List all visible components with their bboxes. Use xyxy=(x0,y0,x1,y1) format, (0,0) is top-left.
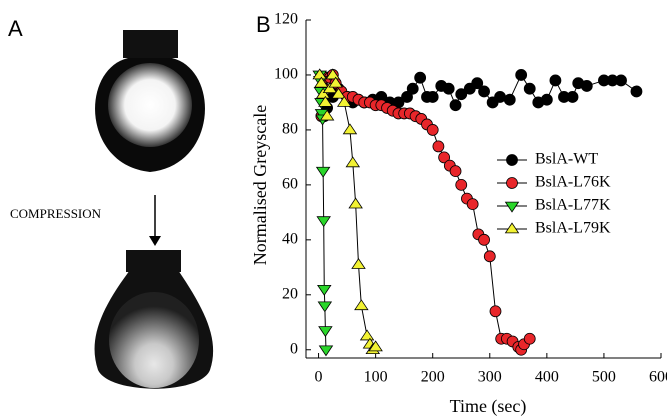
data-point xyxy=(348,197,363,209)
y-tick-label: 120 xyxy=(274,11,298,28)
data-point xyxy=(318,345,334,357)
data-point xyxy=(354,299,369,311)
data-point xyxy=(566,91,579,103)
data-point xyxy=(449,165,462,178)
drop-after xyxy=(94,250,214,389)
y-tick-label: 100 xyxy=(274,66,298,83)
x-tick-label: 400 xyxy=(535,369,559,386)
data-point xyxy=(345,156,361,168)
data-point xyxy=(319,109,335,121)
data-point xyxy=(503,93,516,106)
data-point xyxy=(328,76,343,88)
data-point xyxy=(426,91,439,103)
data-point xyxy=(478,233,490,246)
data-point xyxy=(494,91,506,103)
x-tick-label: 300 xyxy=(478,369,502,386)
data-point xyxy=(318,326,333,338)
legend-marker xyxy=(506,154,518,166)
data-point xyxy=(549,74,562,87)
data-point xyxy=(342,123,358,135)
data-point xyxy=(317,285,332,296)
legend-marker xyxy=(504,201,520,213)
data-point xyxy=(322,82,338,93)
data-point xyxy=(426,124,439,136)
data-point xyxy=(515,69,528,81)
data-point xyxy=(331,87,346,99)
data-point xyxy=(523,82,536,95)
data-point xyxy=(580,80,593,92)
data-point xyxy=(359,329,375,341)
data-point xyxy=(432,140,445,153)
data-point xyxy=(523,332,536,345)
data-point xyxy=(449,99,462,112)
x-axis-title: Time (sec) xyxy=(450,396,527,417)
y-tick-label: 40 xyxy=(282,231,298,248)
data-point xyxy=(316,216,331,228)
x-tick-label: 600 xyxy=(649,369,667,386)
legend-label: BslA-WT xyxy=(535,151,598,168)
drop-before xyxy=(95,30,205,172)
y-axis-title: Normalised Greyscale xyxy=(250,105,270,265)
legend-marker xyxy=(506,177,518,189)
data-point xyxy=(315,87,331,99)
x-tick-label: 200 xyxy=(421,369,445,386)
data-point xyxy=(414,71,427,84)
y-tick-label: 20 xyxy=(282,285,298,302)
data-point xyxy=(325,68,341,80)
y-tick-label: 0 xyxy=(290,340,298,357)
data-point xyxy=(455,178,468,191)
data-point xyxy=(489,305,502,318)
data-point xyxy=(336,95,352,107)
data-point xyxy=(466,198,479,211)
data-point xyxy=(471,77,484,90)
data-point xyxy=(438,151,451,164)
data-point xyxy=(478,85,490,98)
data-point xyxy=(406,82,419,95)
caption: COMPRESSION xyxy=(10,206,102,221)
data-point xyxy=(314,76,329,88)
data-point xyxy=(368,340,383,352)
data-point xyxy=(630,85,643,98)
panel-label: A xyxy=(8,16,23,41)
data-point xyxy=(317,301,333,313)
data-point xyxy=(483,250,496,263)
panel-label: B xyxy=(256,12,271,37)
data-point xyxy=(312,68,327,80)
data-point xyxy=(442,82,455,95)
data-point xyxy=(351,257,366,269)
legend-label: BslA-L76K xyxy=(535,174,611,191)
x-tick-label: 100 xyxy=(364,369,388,386)
data-point xyxy=(401,91,413,103)
x-tick-label: 0 xyxy=(315,369,323,386)
y-tick-label: 80 xyxy=(282,121,298,138)
data-point xyxy=(540,93,553,106)
y-tick-label: 60 xyxy=(282,176,298,193)
x-tick-label: 500 xyxy=(592,369,616,386)
data-point xyxy=(615,74,627,87)
legend-marker xyxy=(504,222,520,234)
arrow xyxy=(149,195,161,246)
data-point xyxy=(315,166,331,178)
data-point xyxy=(455,88,468,101)
data-point xyxy=(318,95,333,107)
legend-label: BslA-L77K xyxy=(535,197,611,214)
legend-label: BslA-L79K xyxy=(535,220,611,237)
